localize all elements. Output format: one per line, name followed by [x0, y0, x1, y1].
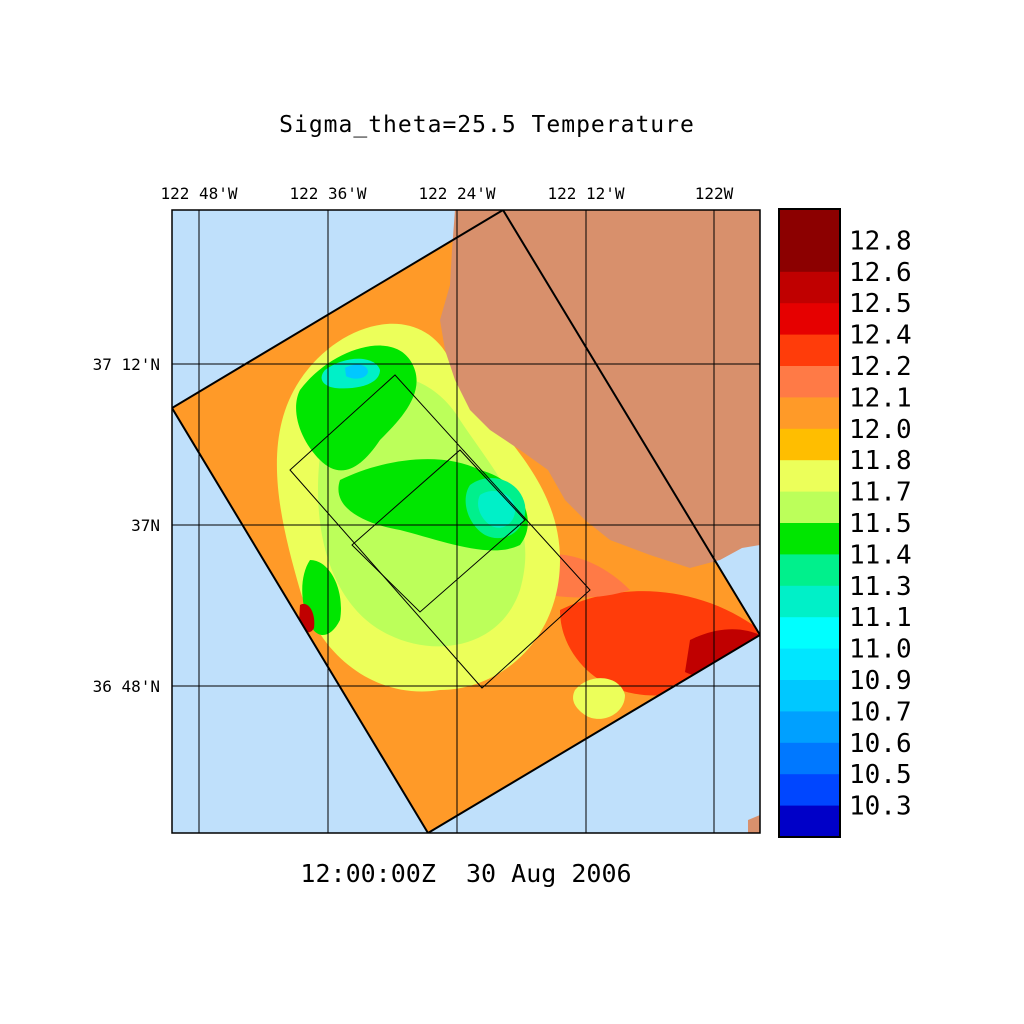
lon-label-3: 122 12'W: [547, 184, 624, 203]
lon-label-1: 122 36'W: [289, 184, 366, 203]
colorbar-swatch-13: [779, 617, 840, 650]
colorbar-swatch-9: [779, 491, 840, 524]
colorbar-label-4: 12.2: [849, 352, 912, 382]
lon-label-4: 122W: [695, 184, 734, 203]
colorbar-swatch-18: [779, 774, 840, 807]
model-domain-outline: [172, 210, 760, 833]
colorbar-swatch-19: [779, 805, 840, 838]
colorbar-label-0: 12.8: [849, 226, 912, 256]
colorbar-swatch-1: [779, 240, 840, 273]
map-frame: [171, 209, 761, 834]
colorbar-label-10: 11.4: [849, 540, 912, 570]
colorbar-label-18: 10.3: [849, 792, 912, 822]
map-panel: [172, 210, 760, 833]
colorbar-swatch-10: [779, 523, 840, 555]
colorbar-swatch-0: [779, 209, 840, 241]
land-mass: [440, 210, 760, 568]
nested-box-inner: [351, 449, 526, 613]
colorbar-label-5: 12.1: [849, 383, 912, 413]
lon-label-0: 122 48'W: [160, 184, 237, 203]
blue-north-spot: [345, 364, 368, 379]
nested-box-outer: [289, 374, 591, 689]
colorbar-label-2: 12.5: [849, 289, 912, 319]
colorbar-label-8: 11.7: [849, 478, 912, 508]
colorbar-label-3: 12.4: [849, 321, 912, 351]
lat-label-0: 37 12'N: [93, 355, 160, 374]
longitude-labels: 122 48'W 122 36'W 122 24'W 122 12'W 122W: [160, 184, 733, 203]
lon-label-2: 122 24'W: [418, 184, 495, 203]
colorbar-swatch-16: [779, 711, 840, 744]
timestamp-label: 12:00:00Z 30 Aug 2006: [300, 859, 631, 888]
colorbar-label-17: 10.5: [849, 760, 912, 790]
colorbar-label-1: 12.6: [849, 258, 912, 288]
colorbar: 12.812.612.512.412.212.112.011.811.711.5…: [779, 209, 912, 838]
colorbar-swatch-2: [779, 271, 840, 304]
colorbar-label-6: 12.0: [849, 415, 912, 445]
colorbar-label-9: 11.5: [849, 509, 912, 539]
colorbar-label-12: 11.1: [849, 603, 912, 633]
lat-label-1: 37N: [131, 516, 160, 535]
colorbar-swatch-12: [779, 585, 840, 618]
colorbar-swatch-11: [779, 554, 840, 587]
lat-label-2: 36 48'N: [93, 677, 160, 696]
colorbar-swatch-5: [779, 366, 840, 398]
land-corner: [748, 815, 760, 833]
cyan-core: [478, 490, 515, 528]
colorbar-label-13: 11.0: [849, 635, 912, 665]
colorbar-label-7: 11.8: [849, 446, 912, 476]
latitude-labels: 37 12'N 37N 36 48'N: [93, 355, 160, 696]
colorbar-label-16: 10.6: [849, 729, 912, 759]
colorbar-swatch-3: [779, 303, 840, 336]
colorbar-swatch-17: [779, 742, 840, 775]
colorbar-swatch-14: [779, 648, 840, 681]
colorbar-swatch-15: [779, 680, 840, 712]
colorbar-swatch-4: [779, 334, 840, 367]
map-title: Sigma_theta=25.5 Temperature: [279, 112, 695, 138]
colorbar-label-14: 10.9: [849, 666, 912, 696]
colorbar-swatch-8: [779, 460, 840, 493]
colorbar-frame: [778, 208, 841, 838]
colorbar-label-15: 10.7: [849, 697, 912, 727]
hot-patch: [685, 629, 760, 676]
colorbar-swatch-6: [779, 397, 840, 430]
colorbar-swatch-7: [779, 428, 840, 461]
colorbar-label-11: 11.3: [849, 572, 912, 602]
